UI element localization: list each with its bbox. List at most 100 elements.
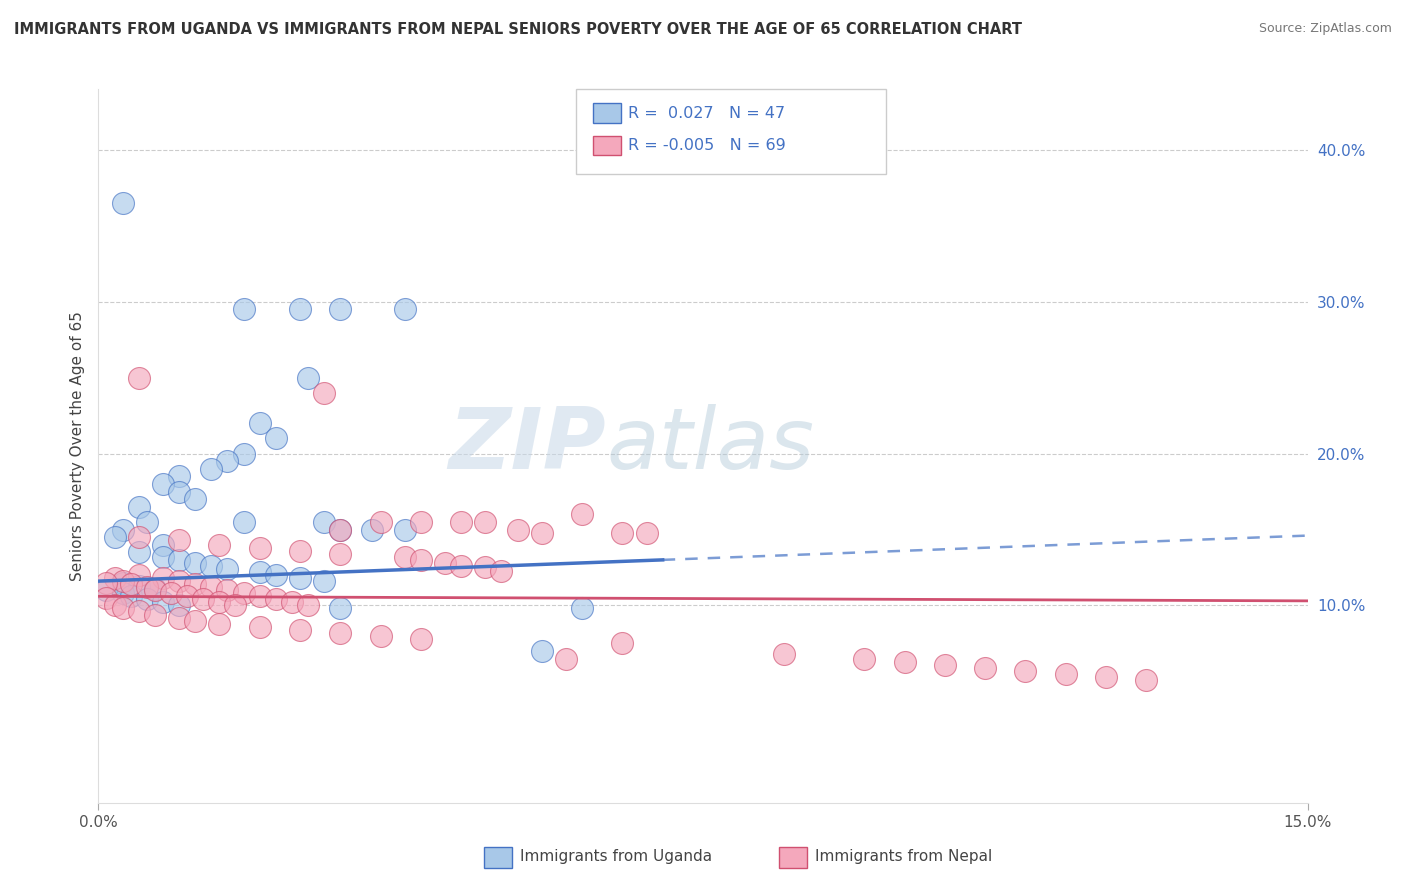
Point [128,530,150,544]
Point [329,625,352,640]
Point [530,525,553,540]
Point [297,599,319,613]
Point [232,515,254,529]
Point [329,523,352,537]
Point [103,599,125,613]
Text: Source: ZipAtlas.com: Source: ZipAtlas.com [1258,22,1392,36]
Point [232,586,254,600]
Point [232,447,254,461]
Point [370,515,392,529]
Point [249,620,271,634]
Point [217,454,239,468]
Point [111,523,134,537]
Point [208,616,231,631]
Point [135,580,157,594]
Point [224,599,246,613]
Point [636,525,658,540]
Point [288,623,311,637]
Point [264,431,287,445]
Point [167,610,190,624]
Point [249,590,271,604]
Point [128,545,150,559]
Text: atlas: atlas [606,404,814,488]
Point [143,607,166,622]
Point [135,515,157,529]
Point [409,632,432,646]
Point [394,302,416,317]
Point [530,644,553,658]
Point [152,477,174,491]
Point [200,580,222,594]
Point [450,558,472,573]
Point [167,533,190,548]
Point [394,549,416,564]
Point [1135,673,1157,687]
Point [208,538,231,552]
Point [160,586,183,600]
Point [167,484,190,499]
Point [934,657,956,672]
Point [111,575,134,590]
Point [208,595,231,609]
Point [128,370,150,384]
Point [111,196,134,211]
Point [120,577,142,591]
Point [96,575,118,590]
Point [450,515,472,529]
Point [152,549,174,564]
Point [217,583,239,598]
Point [612,636,634,650]
Point [409,515,432,529]
Point [314,574,336,588]
Text: R = -0.005   N = 69: R = -0.005 N = 69 [628,138,786,153]
Point [329,547,352,561]
Point [184,577,207,591]
Point [329,601,352,615]
Point [1054,666,1077,681]
Point [434,556,457,570]
Point [329,302,352,317]
Point [128,579,150,593]
Point [264,592,287,607]
Point [232,302,254,317]
Point [217,562,239,576]
Point [612,525,634,540]
Point [143,583,166,598]
Point [128,500,150,514]
Point [184,556,207,570]
Point [491,564,513,578]
Point [103,530,125,544]
Point [474,515,496,529]
Point [1014,664,1036,678]
Text: Immigrants from Uganda: Immigrants from Uganda [520,849,713,863]
Point [96,583,118,598]
Point [893,655,915,669]
Point [167,574,190,588]
Point [200,558,222,573]
Point [474,560,496,574]
Point [772,647,794,661]
Point [974,661,997,675]
Point [288,543,311,558]
Point [571,508,593,522]
Text: ZIP: ZIP [449,404,606,488]
Point [167,469,190,483]
Point [152,595,174,609]
Point [361,523,384,537]
Point [111,601,134,615]
Text: Immigrants from Nepal: Immigrants from Nepal [815,849,993,863]
Text: R =  0.027   N = 47: R = 0.027 N = 47 [628,106,786,120]
Point [329,523,352,537]
Point [288,571,311,585]
Point [128,605,150,619]
Point [297,370,319,384]
Point [167,599,190,613]
Point [249,565,271,579]
Point [288,302,311,317]
Point [135,592,157,607]
Point [184,614,207,628]
Point [853,651,876,665]
Point [176,590,198,604]
Point [506,523,529,537]
Point [120,590,142,604]
